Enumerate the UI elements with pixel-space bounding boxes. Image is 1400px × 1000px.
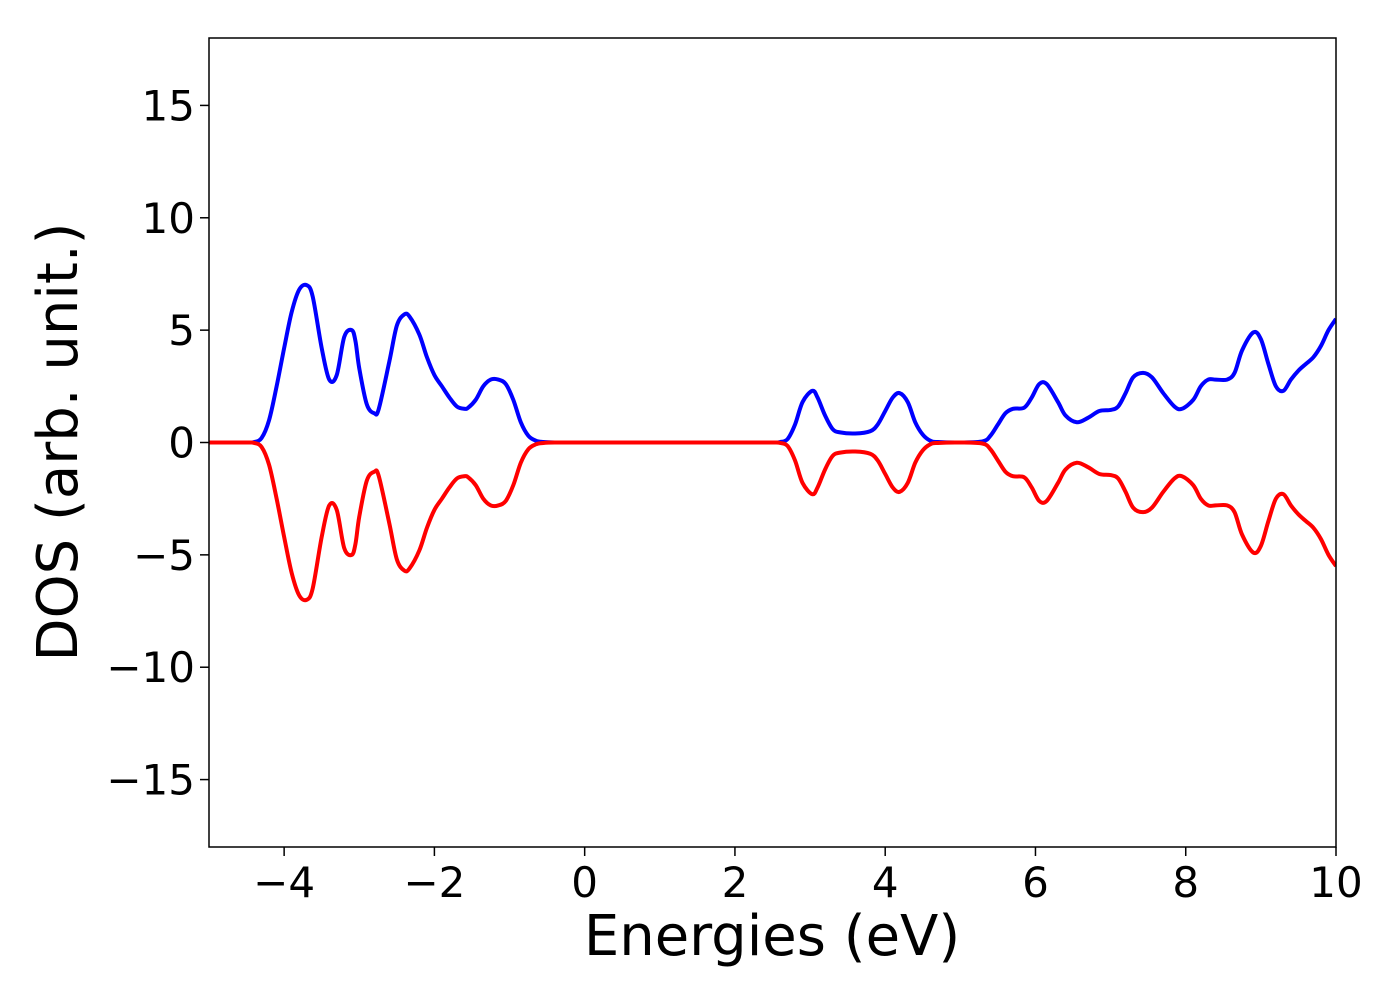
series-layer: [209, 282, 1336, 603]
x-tick-label: 10: [1309, 858, 1362, 907]
y-tick-label: 0: [168, 419, 195, 468]
x-tick-label: −4: [253, 858, 315, 907]
x-tick-label: −2: [403, 858, 465, 907]
y-tick-label: 15: [142, 81, 195, 130]
y-tick-label: 5: [168, 306, 195, 355]
x-axis-ticks: −4 −2 0 2 4 6 8 10: [253, 847, 1363, 907]
x-tick-label: 4: [872, 858, 899, 907]
x-tick-label: 0: [571, 858, 598, 907]
y-tick-label: 10: [142, 194, 195, 243]
y-tick-label: −5: [133, 531, 195, 580]
y-tick-label: −15: [106, 756, 195, 805]
x-tick-label: 2: [722, 858, 749, 907]
dos-line-blue: [209, 282, 1336, 445]
dos-line-red: [209, 440, 1336, 603]
y-axis-title: DOS (arb. unit.): [26, 222, 91, 661]
y-axis-ticks: −15 −10 −5 0 5 10 15: [106, 81, 209, 805]
x-axis-title: Energies (eV): [584, 904, 960, 969]
x-tick-label: 8: [1172, 858, 1199, 907]
x-tick-label: 6: [1022, 858, 1049, 907]
y-tick-label: −10: [106, 643, 195, 692]
